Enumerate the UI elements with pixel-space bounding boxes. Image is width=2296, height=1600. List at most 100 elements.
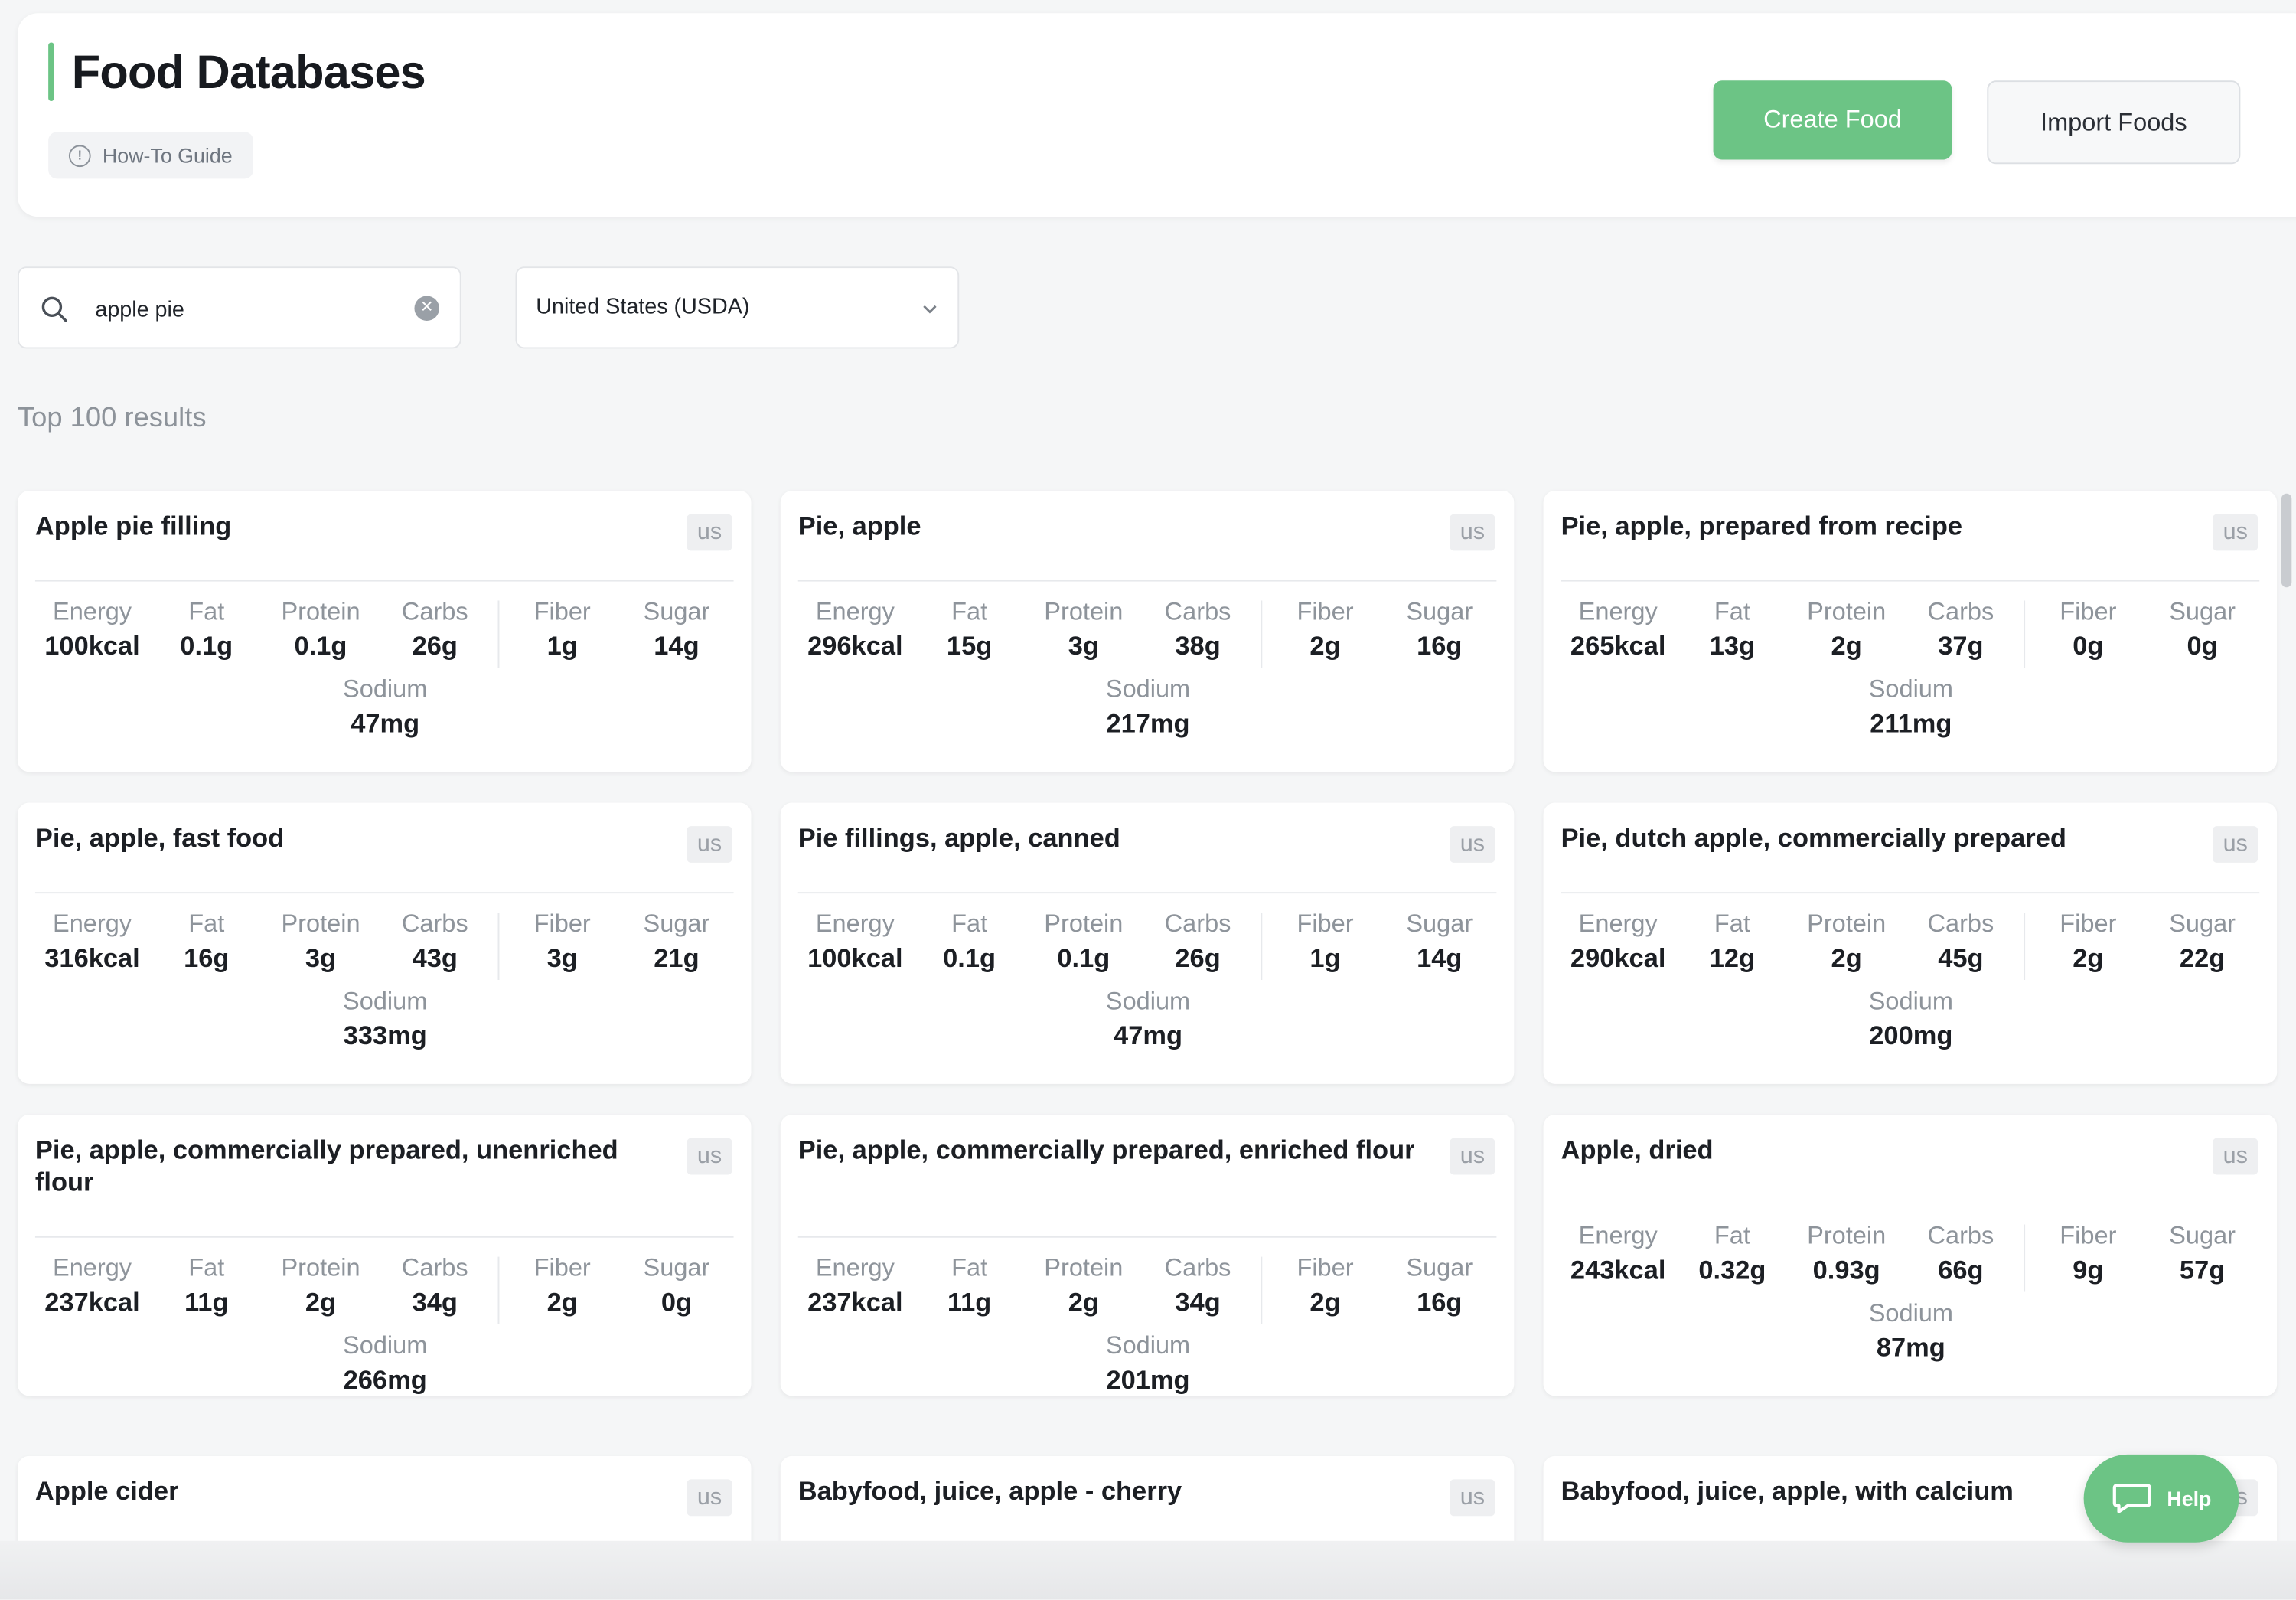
nutrient-value: 0g [2073, 631, 2104, 661]
nutrient-value: 87mg [1876, 1333, 1945, 1363]
nutrient-label: Fiber [1296, 909, 1354, 938]
nutrient-value: 38g [1175, 631, 1221, 661]
nutrient-energy: Energy 237kcal [797, 1254, 914, 1321]
food-card[interactable]: Apple pie filling us Energy 100kcal Fat 0.1g P… [17, 490, 752, 772]
nutrient-label: Fiber [1296, 1253, 1354, 1282]
food-card[interactable]: Pie, apple, commercially prepared, unenr… [17, 1115, 752, 1396]
nutrient-label: Sodium [1868, 675, 1953, 704]
clear-search-icon[interactable]: ✕ [414, 296, 439, 322]
create-food-button[interactable]: Create Food [1713, 80, 1952, 160]
nutrient-value: 100kcal [44, 631, 140, 661]
card-divider [797, 580, 1497, 582]
database-region-select[interactable]: United States (USDA) [515, 266, 960, 349]
nutrient-separator [1261, 600, 1263, 668]
nutrient-fiber: Fiber 9g [2030, 1222, 2147, 1289]
nutrient-label: Fiber [533, 1253, 591, 1282]
how-to-guide-button[interactable]: ! How-To Guide [48, 132, 253, 179]
nutrient-energy: Energy 100kcal [797, 909, 914, 977]
nutrient-fat: Fat 12g [1674, 909, 1791, 977]
search-icon [41, 296, 67, 322]
nutrient-carbs: Carbs 34g [377, 1254, 494, 1321]
nutrient-value: 237kcal [44, 1287, 140, 1318]
nutrient-sodium: Sodium 201mg [1089, 1331, 1206, 1396]
nutrient-label: Carbs [1164, 909, 1231, 938]
page-title: Food Databases [71, 45, 426, 99]
food-name: Pie fillings, apple, canned [797, 823, 1120, 853]
nutrient-value: 57g [2179, 1255, 2226, 1285]
nutrient-carbs: Carbs 66g [1902, 1222, 2019, 1289]
nutrient-value: 2g [1309, 631, 1341, 661]
nutrient-fat: Fat 11g [911, 1254, 1028, 1321]
nutrient-value: 296kcal [807, 631, 903, 661]
card-divider [34, 892, 734, 894]
nutrient-value: 0.1g [943, 943, 996, 973]
nutrient-label: Energy [1578, 909, 1658, 938]
nutrient-value: 34g [412, 1287, 458, 1318]
nutrient-value: 0.1g [294, 631, 347, 661]
food-card[interactable]: Pie fillings, apple, canned us Energy 100kc… [780, 802, 1515, 1084]
nutrient-label: Sugar [643, 909, 710, 938]
food-card[interactable]: Apple, dried us Energy 243kcal Fat 0.32g Prote… [1543, 1115, 2278, 1396]
nutrient-value: 26g [412, 631, 458, 661]
nutrient-protein: Protein 3g [1025, 598, 1142, 665]
region-badge: us [687, 1138, 732, 1175]
nutrient-value: 47mg [1114, 1020, 1183, 1050]
nutrient-separator [2024, 912, 2026, 980]
nutrient-value: 45g [1938, 943, 1984, 973]
nutrient-sodium: Sodium 200mg [1852, 988, 1969, 1055]
nutrient-protein: Protein 3g [262, 909, 379, 977]
nutrient-label: Fat [1714, 909, 1750, 938]
help-button[interactable]: Help [2083, 1454, 2239, 1543]
nutrient-sodium: Sodium 266mg [327, 1331, 444, 1396]
nutrient-energy: Energy 243kcal [1560, 1222, 1677, 1289]
nutrient-label: Sodium [1105, 987, 1191, 1015]
nutrient-label: Carbs [1164, 1253, 1231, 1282]
region-badge: us [1450, 826, 1495, 863]
nutrient-value: 0g [660, 1287, 693, 1318]
nutrient-separator [2024, 1224, 2026, 1292]
region-badge: us [1450, 1138, 1495, 1175]
nutrient-value: 2g [1309, 1287, 1341, 1318]
nutrient-label: Carbs [1927, 597, 1994, 625]
nutrient-value: 22g [2179, 943, 2226, 973]
nutrient-protein: Protein 0.1g [1025, 909, 1142, 977]
region-badge: us [2213, 514, 2258, 551]
nutrient-carbs: Carbs 26g [377, 598, 494, 665]
bottom-fade [0, 1540, 2296, 1600]
food-card[interactable]: Pie, dutch apple, commercially prepared u… [1543, 802, 2278, 1084]
nutrient-sugar: Sugar 16g [1381, 1254, 1498, 1321]
nutrient-label: Sodium [1868, 987, 1953, 1015]
chat-bubble-icon [2112, 1483, 2151, 1513]
nutrient-label: Energy [1578, 597, 1658, 625]
nutrient-sugar: Sugar 16g [1381, 598, 1498, 665]
food-name: Apple pie filling [34, 511, 232, 541]
nutrient-fat: Fat 0.32g [1674, 1222, 1791, 1289]
food-card[interactable]: Pie, apple, prepared from recipe us Energy… [1543, 490, 2278, 772]
food-card[interactable]: Pie, apple us Energy 296kcal Fat 15g Protein 3g… [780, 490, 1515, 772]
nutrient-label: Fat [1714, 1221, 1750, 1250]
search-input[interactable] [95, 288, 403, 330]
nutrient-label: Fiber [533, 597, 591, 625]
nutrient-value: 12g [1709, 943, 1756, 973]
nutrient-label: Fat [951, 597, 988, 625]
nutrient-label: Sugar [1406, 597, 1473, 625]
nutrient-energy: Energy 296kcal [797, 598, 914, 665]
nutrient-sugar: Sugar 21g [618, 909, 735, 977]
region-badge: us [1450, 514, 1495, 551]
nutrient-label: Protein [1044, 1253, 1124, 1282]
nutrient-label: Protein [1807, 597, 1887, 625]
nutrient-fat: Fat 16g [148, 909, 265, 977]
nutrient-label: Carbs [401, 909, 468, 938]
scrollbar-thumb[interactable] [2281, 493, 2292, 588]
nutrient-label: Sodium [1868, 1299, 1953, 1327]
nutrient-energy: Energy 316kcal [34, 909, 151, 977]
food-card[interactable]: Pie, apple, commercially prepared, enric… [780, 1115, 1515, 1396]
import-foods-button[interactable]: Import Foods [1987, 80, 2241, 165]
nutrient-value: 3g [305, 943, 337, 973]
nutrient-label: Fat [188, 597, 225, 625]
food-card[interactable]: Pie, apple, fast food us Energy 316kcal Fat 1… [17, 802, 752, 1084]
nutrient-energy: Energy 290kcal [1560, 909, 1677, 977]
nutrient-label: Protein [281, 597, 360, 625]
nutrient-label: Fiber [533, 909, 591, 938]
food-name: Pie, apple, prepared from recipe [1561, 511, 1963, 541]
